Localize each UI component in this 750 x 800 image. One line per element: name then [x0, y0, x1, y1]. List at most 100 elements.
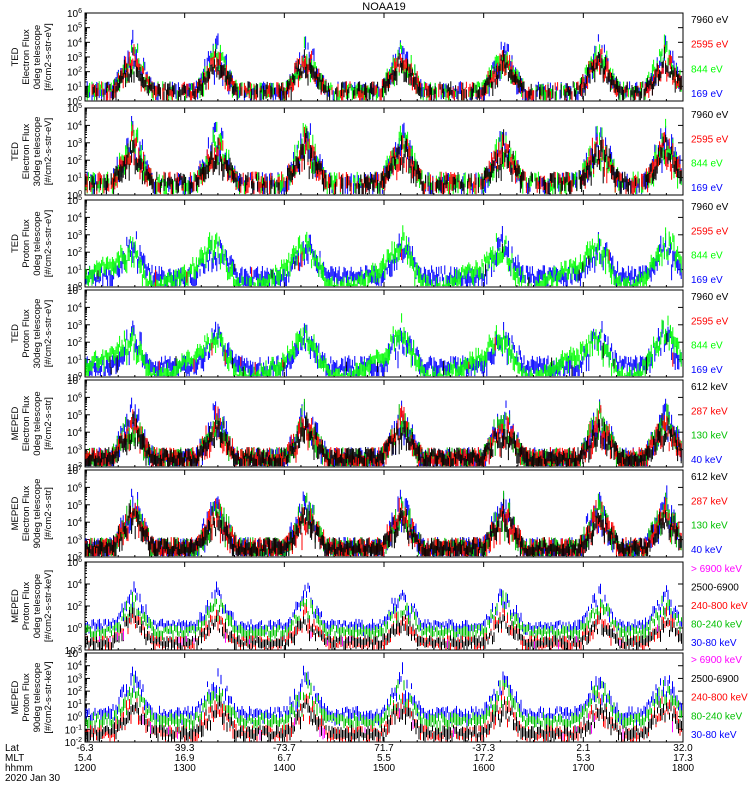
panel-7-ylabel-line: MEPED	[10, 589, 21, 623]
xaxis-row-lat-value: -6.3	[76, 743, 94, 754]
chart-title: NOAA19	[362, 1, 405, 13]
panel-6-ytick-label: 103	[67, 535, 82, 547]
panel-4-ylabel-line: TED	[10, 324, 21, 343]
panel-4-ylabel-line: 30deg telescope	[32, 299, 43, 369]
panel-8-ytick-label: 105	[67, 648, 82, 660]
panel-7-legend-1: > 6900 keV	[691, 564, 742, 575]
panel-7-ylabel-line: 0deg telescope	[32, 574, 43, 638]
panel-3-legend-3: 844 eV	[691, 251, 723, 262]
panel-8-ytick-label: 10-1	[65, 724, 82, 736]
xaxis-row-mlt-value: 16.9	[175, 753, 195, 764]
panel-6-ytick-label: 104	[67, 517, 82, 529]
panel-5-legend-3: 130 keV	[691, 431, 728, 442]
panel-3-ylabel-line: [#/cm2-s-str-eV]	[43, 210, 54, 278]
panel-6-legend-2: 287 keV	[691, 496, 728, 507]
panel-1-ylabel-line: Electron Flux	[21, 29, 32, 85]
panel-7-series-80-240-kev	[85, 590, 682, 643]
panel-2-ylabel-line: [#/cm2-s-str-eV]	[43, 118, 54, 186]
panel-2-legend-4: 169 eV	[691, 183, 723, 194]
panel-3-series-844-ev	[85, 225, 682, 287]
panel-8-ytick-label: 102	[67, 686, 82, 698]
date-label: 2020 Jan 30	[5, 773, 60, 784]
panel-3-ytick-label: 101	[67, 265, 82, 277]
panel-6-ytick-label: 106	[67, 482, 82, 494]
panel-6-ylabel-line: MEPED	[10, 496, 21, 530]
panel-4-ylabel-line: Proton Flux	[21, 309, 32, 358]
panel-6-legend-1: 612 keV	[691, 472, 728, 483]
panel-1-ytick-label: 102	[67, 67, 82, 79]
panel-3-legend-4: 169 eV	[691, 275, 723, 286]
panel-6-legend-4: 40 keV	[691, 545, 722, 556]
panel-7-legend-2: 2500-6900	[691, 583, 739, 594]
xaxis-row-hhmm-value: 1800	[672, 763, 695, 774]
panel-8-legend-4: 80-240 keV	[691, 711, 742, 722]
panel-3-ytick-label: 103	[67, 230, 82, 242]
panel-6-ytick-label: 107	[67, 465, 82, 477]
panel-4-ytick-label: 105	[67, 285, 82, 297]
xaxis-row-mlt-value: 17.3	[673, 753, 693, 764]
panel-8-series-80-240-kev	[85, 672, 682, 734]
panel-4-ytick-label: 100	[67, 372, 82, 384]
panel-1-ytick-label: 103	[67, 52, 82, 64]
panel-3-ylabel-line: TED	[10, 234, 21, 253]
panel-5-ylabel-line: [#/cm2-s-str]	[43, 397, 54, 450]
panel-7-ytick-label: 104	[67, 579, 82, 591]
panel-2-legend-2: 2595 eV	[691, 134, 729, 145]
xaxis-row-hhmm-value: 1300	[174, 763, 197, 774]
panel-7-series-30-80-kev	[85, 581, 682, 637]
panel-4-legend-4: 169 eV	[691, 365, 723, 376]
panel-7-legend-5: 30-80 keV	[691, 638, 737, 649]
panel-8-ytick-label: 10-2	[65, 737, 82, 749]
panel-4-legend-3: 844 eV	[691, 341, 723, 352]
panel-2-ytick-label: 104	[67, 120, 82, 132]
panel-7-series-240-800-kev	[85, 604, 682, 650]
xaxis-row-mlt-name: MLT	[5, 753, 24, 764]
panel-8-series-2500-6900	[85, 695, 682, 742]
xaxis-row-hhmm-value: 1500	[373, 763, 396, 774]
panel-6-ytick-label: 105	[67, 500, 82, 512]
xaxis-row-hhmm-value: 1200	[74, 763, 97, 774]
panel-8-ylabel-line: MEPED	[10, 680, 21, 714]
panel-5-legend-2: 287 keV	[691, 406, 728, 417]
panel-7-ytick-label: 100	[67, 623, 82, 635]
xaxis-row-hhmm-value: 1600	[473, 763, 496, 774]
panel-4-ytick-label: 102	[67, 337, 82, 349]
panel-5-ylabel-line: MEPED	[10, 406, 21, 440]
panel-3-ytick-label: 105	[67, 195, 82, 207]
panel-1-ytick-label: 104	[67, 37, 82, 49]
panel-3-series-2595-ev	[155, 249, 610, 287]
panel-5-legend-1: 612 keV	[691, 382, 728, 393]
panel-8-series-240-800-kev	[85, 686, 682, 742]
panel-4-ylabel-line: [#/cm2-s-str-eV]	[43, 300, 54, 368]
panel-5-ytick-label: 102	[67, 462, 82, 474]
panel-2-series-7960-ev	[85, 128, 682, 195]
panel-5-legend-4: 40 keV	[691, 455, 722, 466]
panel-1-ylabel-line: [#/cm2-s-str-eV]	[43, 23, 54, 91]
panel-2-ylabel-line: TED	[10, 142, 21, 161]
panel-2-ylabel-line: 30deg telescope	[32, 117, 43, 187]
panel-3-legend-1: 7960 eV	[691, 202, 729, 213]
panel-6-ytick-label: 102	[67, 552, 82, 564]
panel-8-legend-3: 240-800 keV	[691, 693, 748, 704]
panel-3-ylabel-line: 0deg telescope	[32, 211, 43, 275]
panel-1-legend-2: 2595 eV	[691, 40, 729, 51]
panel-5-series-612-kev	[85, 411, 682, 467]
panel-1-ytick-label: 100	[67, 96, 82, 108]
xaxis-row-lat-value: 71.7	[374, 743, 394, 754]
panel-1-legend-1: 7960 eV	[691, 15, 729, 26]
panel-2-ytick-label: 100	[67, 190, 82, 202]
panel-7-ytick-label: 102	[67, 601, 82, 613]
xaxis-row-lat-value: 39.3	[175, 743, 195, 754]
xaxis-row-lat-value: -37.3	[472, 743, 495, 754]
panel-8-series-30-80-kev	[85, 662, 682, 727]
xaxis-row-lat-value: 32.0	[673, 743, 693, 754]
panel-2-ytick-label: 103	[67, 138, 82, 150]
panel-3-legend-2: 2595 eV	[691, 226, 729, 237]
xaxis-row-lat-value: -73.7	[273, 743, 296, 754]
panel-7-legend-3: 240-800 keV	[691, 601, 748, 612]
panel-1-ytick-label: 105	[67, 23, 82, 35]
panel-7-ylabel-line: [#/cm2-s-str-keV]	[43, 570, 54, 642]
panel-1-series-7960-ev	[85, 46, 682, 101]
